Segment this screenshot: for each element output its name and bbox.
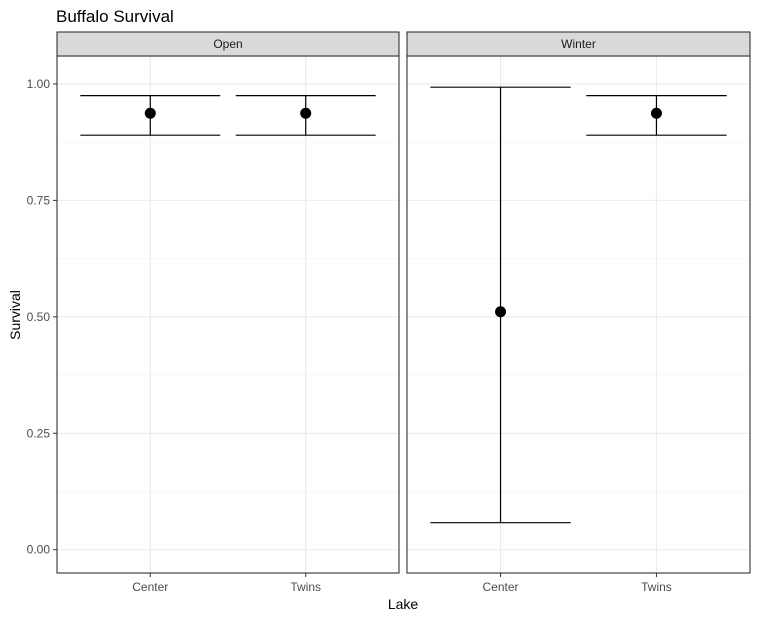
point-estimate-twins bbox=[300, 107, 312, 119]
x-axis-title: Lake bbox=[388, 596, 419, 612]
x-tick-label: Center bbox=[132, 580, 168, 594]
panel-background bbox=[407, 56, 750, 573]
x-tick-label: Twins bbox=[641, 580, 672, 594]
y-tick-label: 0.75 bbox=[27, 193, 51, 207]
point-estimate-center bbox=[144, 107, 156, 119]
chart-title: Buffalo Survival bbox=[56, 7, 174, 26]
y-tick-label: 0.25 bbox=[27, 426, 51, 440]
x-tick-label: Twins bbox=[290, 580, 321, 594]
y-axis-title: Survival bbox=[7, 290, 23, 340]
point-estimate-twins bbox=[650, 107, 662, 119]
plot-area: Open Center Twins Winter Center Twins 0.00 0.25… bbox=[27, 31, 751, 594]
facet-strip-label: Winter bbox=[561, 37, 596, 51]
y-tick-label: 0.00 bbox=[27, 543, 51, 557]
y-tick-label: 0.50 bbox=[27, 310, 51, 324]
facet-strip-label: Open bbox=[213, 37, 242, 51]
y-axis: 0.00 0.25 0.50 0.75 1.00 bbox=[27, 77, 57, 557]
facet-panel-winter: Winter Center Twins bbox=[406, 31, 751, 594]
facet-strip bbox=[56, 31, 400, 57]
point-estimate-center bbox=[495, 306, 507, 318]
panel-background bbox=[57, 56, 399, 573]
y-tick-label: 1.00 bbox=[27, 77, 51, 91]
facet-strip bbox=[406, 31, 751, 57]
facet-panel-open: Open Center Twins bbox=[56, 31, 400, 594]
x-tick-label: Center bbox=[483, 580, 519, 594]
